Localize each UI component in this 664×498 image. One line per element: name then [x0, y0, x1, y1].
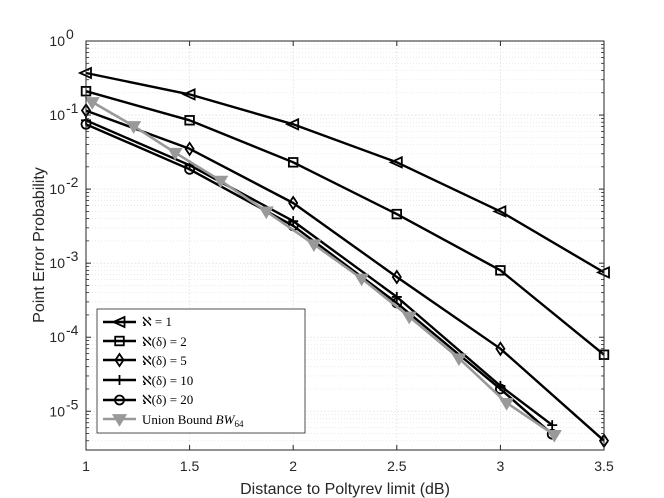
data-point-1-1	[184, 115, 195, 126]
legend-lines	[103, 315, 136, 427]
y-axis-label: Point Error Probability	[31, 167, 48, 323]
legend-label-aleph-5: ℵ(δ) = 5	[142, 353, 187, 368]
y-tick-label: 10	[49, 255, 65, 271]
legend-union-bound-math: BW	[216, 412, 236, 427]
data-point-2-1	[184, 141, 195, 157]
data-point-5-0	[84, 97, 100, 110]
x-tick-label: 1	[82, 458, 90, 474]
legend-label-aleph-20: ℵ(δ) = 20	[142, 392, 193, 407]
legend-marker-5	[111, 414, 128, 427]
legend-label-union-bound: Union Bound BW64	[142, 412, 244, 429]
series-layer	[77, 66, 610, 449]
data-point-3-5	[547, 420, 558, 431]
legend: ℵ = 1 ℵ(δ) = 2 ℵ(δ) = 5 ℵ(δ) = 10 ℵ(δ) =…	[96, 308, 306, 434]
x-tick-label: 2	[289, 458, 297, 474]
data-point-5-10	[546, 429, 562, 443]
data-point-1-2	[287, 157, 299, 168]
y-tick-label: 10	[49, 403, 65, 419]
y-tick-exponent: -3	[66, 248, 79, 264]
legend-union-bound-subscript: 64	[234, 419, 244, 429]
series-line-1	[85, 90, 605, 356]
data-point-5-2	[167, 147, 183, 161]
y-tick-exponent: -2	[66, 174, 79, 190]
legend-label-aleph-10: ℵ(δ) = 10	[142, 373, 193, 388]
data-point-5-5	[306, 239, 322, 253]
data-point-4-4	[494, 383, 506, 395]
data-point-2-4	[495, 341, 506, 357]
data-point-5-7	[401, 311, 417, 325]
y-tick-exponent: -5	[66, 396, 79, 412]
y-tick-label: 10	[49, 33, 65, 49]
data-point-1-4	[495, 265, 506, 276]
series-line-3	[85, 119, 553, 427]
data-point-2-3	[391, 269, 402, 285]
plot-frame	[85, 40, 605, 451]
data-point-5-9	[499, 397, 515, 411]
y-tick-label: 10	[49, 107, 65, 123]
y-tick-exponent: 0	[66, 26, 74, 42]
series-5	[84, 97, 562, 443]
x-tick-labels: 1 1.5 2 2.5 3 3.5	[82, 458, 614, 474]
series-line-4	[85, 123, 553, 436]
y-tick-exponent: -1	[66, 100, 79, 116]
data-point-1-3	[391, 208, 403, 220]
data-point-5-1	[126, 121, 142, 134]
data-point-0-1	[181, 88, 196, 101]
series-line-0	[85, 71, 605, 274]
data-point-0-3	[388, 155, 403, 169]
legend-marker-3	[114, 375, 125, 385]
legend-box	[96, 308, 306, 434]
data-point-5-4	[258, 206, 274, 220]
y-tick-label: 10	[49, 329, 65, 345]
y-tick-exponent: -4	[66, 322, 79, 338]
axis-ticks	[85, 40, 605, 451]
legend-marker-4	[114, 394, 125, 406]
y-tick-label: 10	[49, 181, 65, 197]
legend-marker-0	[111, 315, 126, 329]
legend-marker-1	[114, 335, 125, 347]
data-point-5-8	[451, 353, 467, 367]
data-point-5-3	[213, 175, 229, 189]
x-tick-label: 3.5	[594, 458, 614, 474]
x-tick-label: 3	[497, 458, 505, 474]
legend-label-aleph-2: ℵ(δ) = 2	[142, 334, 187, 349]
data-point-0-2	[285, 117, 300, 131]
data-point-5-6	[353, 273, 370, 287]
legend-union-bound-prefix: Union Bound	[142, 412, 216, 427]
data-point-4-1	[184, 163, 196, 175]
data-point-3-3	[391, 291, 402, 302]
x-axis-label: Distance to Poltyrev limit (dB)	[240, 481, 450, 498]
x-tick-label: 2.5	[387, 458, 407, 474]
x-tick-label: 1.5	[180, 458, 200, 474]
series-line-2	[85, 109, 605, 442]
data-point-2-2	[288, 195, 299, 211]
data-point-0-4	[492, 205, 507, 218]
legend-label-aleph-1: ℵ = 1	[142, 314, 172, 329]
legend-marker-2	[114, 352, 125, 368]
